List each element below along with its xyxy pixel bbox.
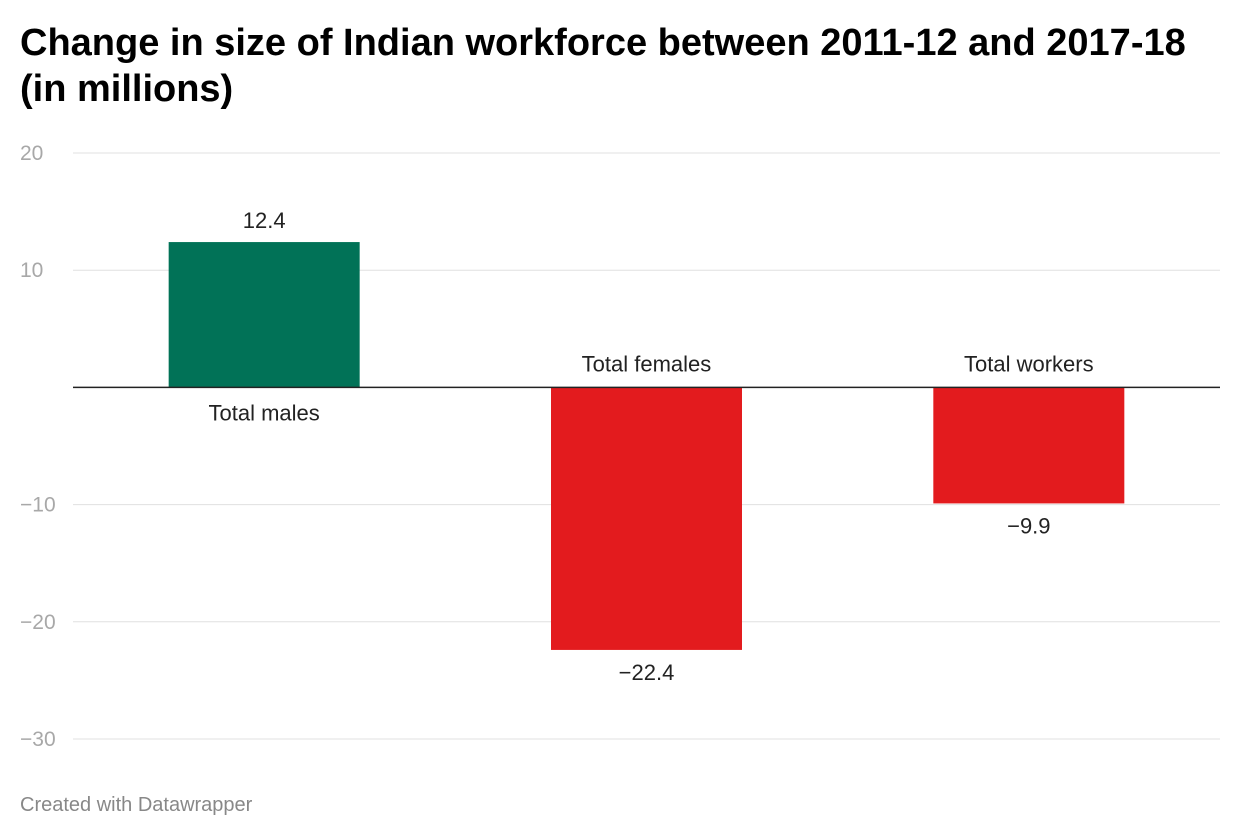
y-tick-label: 10 (20, 259, 43, 282)
bars (168, 242, 1125, 650)
y-tick-label: −30 (20, 728, 56, 751)
category-label: Total workers (964, 351, 1094, 376)
category-label: Total females (582, 351, 712, 376)
category-label: Total males (209, 400, 320, 425)
y-tick-label: −20 (20, 611, 56, 634)
chart-title: Change in size of Indian workforce betwe… (20, 22, 1186, 110)
y-axis: 20 10 −10 −20 −30 (20, 142, 56, 751)
value-label: −22.4 (619, 660, 675, 685)
bar (550, 387, 742, 650)
value-label: 12.4 (243, 208, 286, 233)
y-tick-label: 20 (20, 142, 43, 165)
credit-footer: Created with Datawrapper (20, 794, 253, 816)
value-label: −9.9 (1007, 513, 1050, 538)
bar (933, 387, 1125, 504)
bar (168, 242, 360, 388)
labels: 12.4 Total males −22.4 Total females −9.9 Tot… (209, 208, 1094, 685)
y-tick-label: −10 (20, 494, 56, 517)
